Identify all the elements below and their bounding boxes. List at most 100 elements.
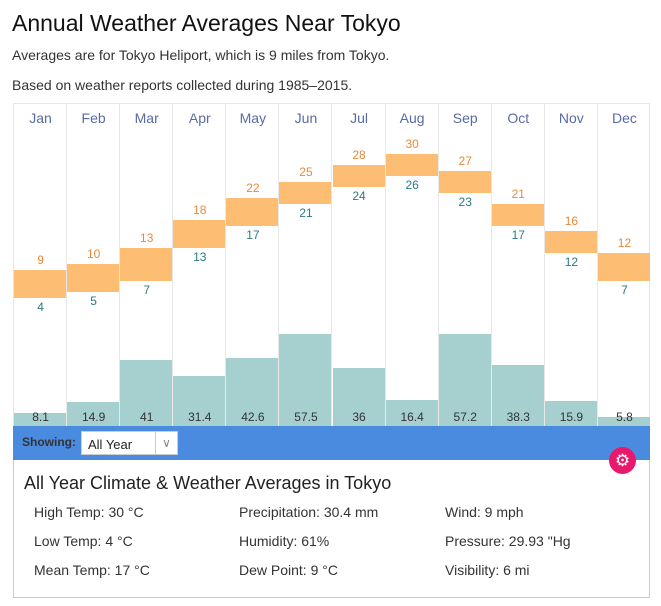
monthly-chart: 8.1 Jan 9 4 14.9 Feb 10 5 41 Mar 13 7 31.4 Apr 18 13 42.… [13,103,650,427]
temp-range-bar [332,165,385,188]
month-column[interactable] [439,104,492,427]
temp-range-bar [385,154,438,177]
precip-value: 57.2 [453,410,477,424]
filter-bar: Showing: All Year ∨ [13,426,650,460]
precip-value: 31.4 [188,410,212,424]
high-temp-label: 27 [458,153,472,168]
month-column[interactable] [279,104,333,427]
high-temp-label: 18 [193,203,207,218]
period-select[interactable]: All Year ∨ [81,431,178,455]
high-temp-label: 13 [140,230,154,245]
month-column[interactable] [386,104,439,427]
precip-value: 36 [352,410,366,424]
low-temp-label: 4 [37,299,44,314]
low-temp-label: 21 [299,205,313,220]
high-temp-label: 16 [564,214,579,229]
month-column[interactable] [333,104,386,427]
precip-value: 8.1 [32,410,49,424]
precip-value: 5.8 [616,410,633,424]
precip-bar [597,416,650,426]
temp-range-bar [120,247,173,281]
high-temp-label: 12 [617,236,632,251]
month-column[interactable] [120,104,174,427]
temp-range-bar [67,264,120,292]
summary-title: All Year Climate & Weather Averages in T… [24,473,392,493]
stat-item: Pressure: 29.93 "Hg [445,533,571,549]
high-temp-label: 25 [299,164,313,179]
month-label: Oct [507,110,530,126]
month-label: Jan [29,110,52,126]
chevron-down-icon: ∨ [155,432,177,454]
high-temp-label: 22 [246,181,260,196]
month-label: Apr [188,110,211,126]
precip-bar [67,402,120,426]
precip-value: 15.9 [559,410,584,424]
precip-bar [226,357,279,426]
month-column[interactable] [67,104,121,427]
temp-range-bar [173,220,226,248]
high-temp-label: 28 [352,148,366,163]
low-temp-label: 12 [564,255,579,270]
low-temp-label: 13 [193,249,207,264]
temp-range-bar [597,253,650,281]
precip-bar [544,400,597,426]
temp-range-bar [279,181,332,204]
stat-item: Low Temp: 4 °C [34,533,133,549]
month-label: Jun [294,110,318,126]
month-label: Dec [611,110,637,126]
temp-range-bar [226,198,279,226]
stat-item: Precipitation: 30.4 mm [239,504,379,520]
stat-item: Visibility: 6 mi [445,562,530,578]
temp-range-bar [491,203,544,226]
high-temp-label: 30 [405,137,419,151]
precip-bar [14,413,67,426]
precip-value: 14.9 [81,410,106,424]
low-temp-label: 17 [246,227,260,242]
stat-item: Mean Temp: 17 °C [34,562,150,578]
low-temp-label: 24 [352,189,366,204]
high-temp-label: 10 [86,247,101,262]
low-temp-label: 7 [143,282,151,297]
precip-bar [173,375,226,426]
stat-item: Wind: 9 mph [445,504,524,520]
precip-value: 57.5 [294,410,318,424]
page-title: Annual Weather Averages Near Tokyo [12,10,401,36]
precip-bar [332,368,385,426]
precip-value: 38.3 [506,410,530,424]
period-select-value: All Year [88,437,133,452]
month-column[interactable] [226,104,280,427]
period-note: Based on weather reports collected durin… [12,77,353,93]
stat-item: Dew Point: 9 °C [239,562,338,578]
month-label: Mar [134,110,159,126]
precip-value: 42.6 [241,410,265,424]
month-column[interactable] [492,104,545,427]
precip-bar [438,334,491,426]
precip-bar [279,334,332,426]
month-column[interactable] [545,104,598,427]
month-column[interactable] [173,104,227,427]
low-temp-label: 7 [621,282,628,297]
precip-bar [120,360,173,426]
precip-bar [491,364,544,426]
gear-icon[interactable]: ⚙ [609,447,636,474]
month-label: Sep [452,110,478,126]
high-temp-label: 9 [37,252,44,267]
low-temp-label: 5 [90,294,97,308]
low-temp-label: 17 [511,227,525,242]
month-label: May [239,110,267,126]
temp-range-bar [14,269,67,298]
month-label: Jul [350,110,368,126]
month-label: Nov [558,110,584,126]
high-temp-label: 21 [511,186,525,201]
month-label: Aug [399,110,425,126]
precip-value: 41 [140,410,154,424]
stat-item: Humidity: 61% [239,533,330,549]
summary-panel: All Year Climate & Weather Averages in T… [13,460,650,598]
temp-range-bar [438,170,491,193]
stat-item: High Temp: 30 °C [34,504,144,520]
station-note: Averages are for Tokyo Heliport, which i… [12,47,390,63]
precip-value: 16.4 [400,410,424,424]
showing-label: Showing: [22,435,76,449]
month-label: Feb [81,110,106,126]
month-column[interactable] [14,104,68,427]
